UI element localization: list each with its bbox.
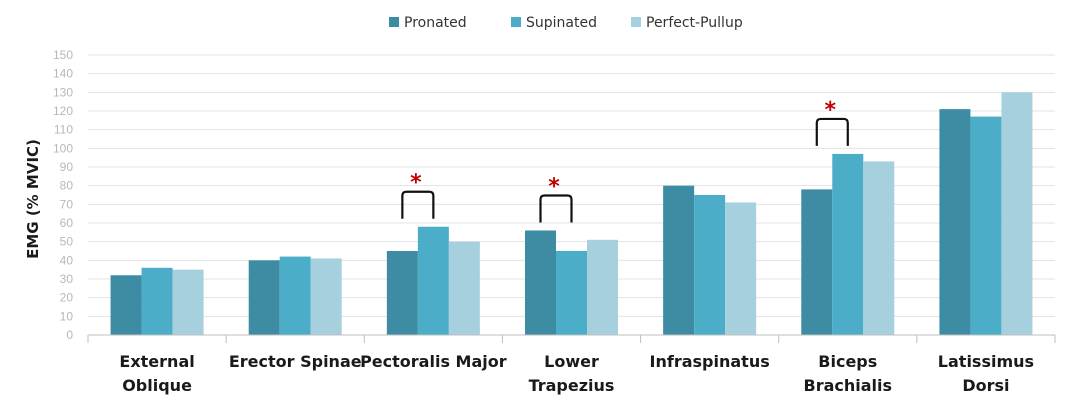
- legend-label: Perfect-Pullup: [646, 15, 743, 31]
- legend-label: Pronated: [404, 15, 467, 31]
- y-tick-label: 80: [60, 179, 74, 193]
- y-tick-label: 20: [60, 291, 74, 305]
- y-tick-label: 50: [60, 235, 74, 249]
- category-label: Latissimus Dorsi: [938, 352, 1034, 395]
- category-labels: External Oblique Erector SpinaePectoralis …: [119, 352, 1034, 395]
- significance-markers: * * *: [401, 98, 849, 223]
- y-tick-label: 60: [60, 216, 74, 230]
- bar: [801, 189, 833, 335]
- x-axis: [87, 334, 1056, 343]
- bar: [279, 256, 311, 335]
- y-tick-label: 70: [60, 197, 74, 211]
- bar: [141, 267, 173, 335]
- bar: [556, 251, 587, 335]
- y-tick-label: 120: [53, 104, 73, 118]
- category-label: Infraspinatus: [650, 352, 770, 371]
- significance-bracket: [401, 190, 435, 219]
- bar: [386, 251, 418, 335]
- bar: [525, 230, 556, 335]
- y-tick-label: 130: [53, 85, 73, 99]
- significance-star: *: [548, 174, 560, 199]
- category-label: External Oblique: [119, 352, 194, 395]
- bar: [725, 202, 757, 335]
- gridlines: [88, 54, 1055, 317]
- legend-label: Supinated: [526, 15, 597, 31]
- bar: [417, 226, 449, 335]
- y-tick-label: 90: [60, 160, 74, 174]
- y-axis-ticks: 0 10 20 30 40 50 60 70 80 90 100 110 120 130 140 150: [53, 48, 73, 342]
- significance-star: *: [410, 171, 422, 196]
- category-label: Pectoralis Major: [360, 352, 507, 371]
- bar: [310, 258, 342, 335]
- bar: [110, 275, 142, 335]
- y-tick-label: 110: [54, 123, 73, 137]
- bar: [248, 260, 280, 335]
- bar: [939, 109, 971, 335]
- bar: [663, 185, 695, 335]
- bar: [1001, 92, 1033, 335]
- bars: [110, 92, 1033, 335]
- significance-star: *: [825, 98, 837, 123]
- y-tick-label: 30: [60, 272, 74, 286]
- legend-swatch: [631, 17, 641, 27]
- y-tick-label: 40: [60, 253, 74, 267]
- y-tick-label: 100: [53, 141, 73, 155]
- legend-swatch: [389, 17, 399, 27]
- y-axis-label: EMG (% MVIC): [24, 139, 42, 259]
- significance-bracket: [539, 194, 573, 223]
- legend: Pronated Supinated Perfect-Pullup: [389, 15, 743, 31]
- y-tick-label: 150: [53, 48, 73, 62]
- bar: [832, 153, 864, 335]
- bar: [970, 116, 1002, 335]
- bar: [694, 195, 726, 335]
- y-tick-label: 140: [53, 67, 73, 81]
- category-label: Biceps Brachialis: [804, 352, 893, 395]
- significance-bracket: [815, 117, 849, 146]
- y-tick-label: 10: [60, 309, 74, 323]
- y-tick-label: 0: [66, 328, 73, 342]
- category-label: Lower Trapezius: [529, 352, 615, 395]
- category-label: Erector Spinae: [229, 352, 362, 371]
- bar: [863, 161, 895, 335]
- bar: [587, 239, 618, 335]
- legend-swatch: [511, 17, 521, 27]
- bar: [172, 269, 204, 335]
- bar: [448, 241, 480, 335]
